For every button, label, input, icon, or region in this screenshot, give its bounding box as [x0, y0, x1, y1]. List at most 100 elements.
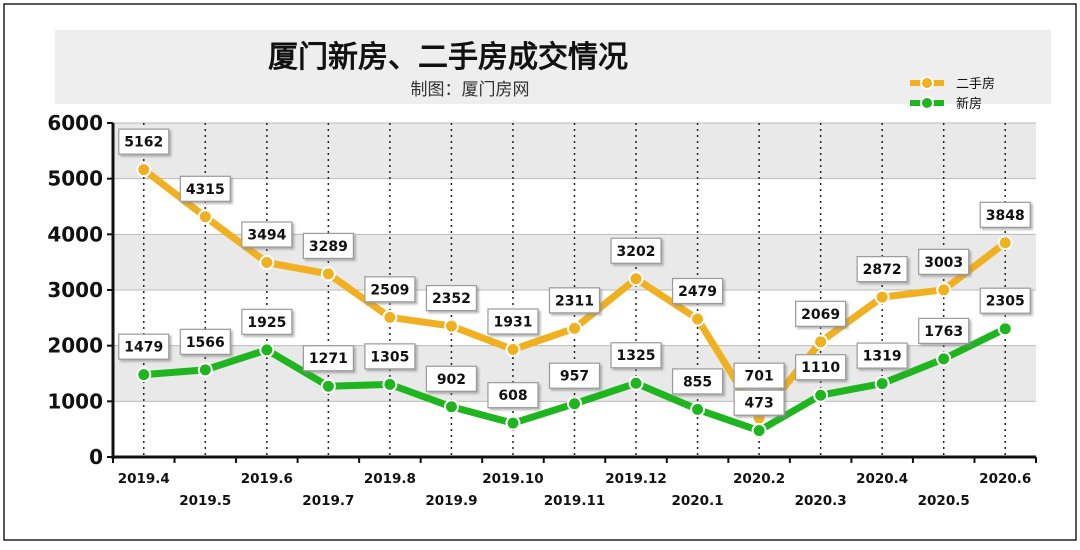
x-tick-label: 2019.5: [179, 493, 231, 509]
y-tick-label: 4000: [47, 222, 103, 246]
data-label-box: [425, 365, 478, 392]
y-tick-label: 6000: [47, 111, 103, 135]
data-label-text: 3202: [617, 244, 656, 260]
data-label-box: [118, 128, 170, 155]
data-label-box: [979, 287, 1031, 314]
x-tick-label: 2020.4: [856, 471, 908, 487]
data-label-text: 4315: [186, 182, 225, 198]
data-label-box: [856, 342, 908, 369]
data-label-text: 473: [744, 396, 773, 412]
data-label-box: [364, 276, 416, 303]
data-label-text: 1763: [924, 324, 963, 340]
data-label: 2479: [671, 277, 724, 305]
chart-subtitle: 制图：厦门房网: [411, 80, 530, 100]
data-label-box: [179, 328, 231, 355]
data-label-box: [487, 308, 539, 335]
data-label: 3848: [979, 201, 1031, 228]
data-label: 1763: [918, 317, 970, 344]
data-label: 1271: [302, 345, 354, 372]
data-point: [567, 320, 582, 336]
axes: 0 1000 2000 3000 4000 5000 6000 2019.4 2019.5 201…: [47, 111, 1037, 509]
data-label-text: 3494: [247, 228, 286, 244]
data-label: 1305: [364, 343, 416, 370]
title-band: [55, 30, 1051, 104]
data-label-box: [671, 368, 724, 395]
data-label-box: [364, 343, 416, 370]
data-label-text: 5162: [124, 135, 163, 151]
x-tick-label: 2019.7: [302, 493, 354, 509]
x-tick-label: 2019.10: [482, 471, 544, 487]
data-label-box: [671, 277, 724, 305]
data-point: [690, 311, 706, 327]
data-label-text: 1479: [124, 340, 163, 356]
data-point: [443, 399, 459, 415]
data-point: [874, 376, 890, 392]
data-label: 2509: [364, 276, 416, 303]
data-label-text: 2305: [986, 294, 1025, 310]
data-label: 473: [733, 389, 785, 416]
x-tick-label: 2019.9: [425, 493, 477, 509]
y-tick-label: 3000: [47, 278, 103, 302]
data-point: [567, 396, 582, 412]
data-label-box: [610, 237, 662, 264]
x-tick-label: 2019.8: [364, 471, 416, 487]
data-label: 1319: [856, 342, 908, 369]
data-label-text: 1110: [801, 360, 840, 376]
data-label: 2872: [856, 256, 908, 283]
data-label: 855: [671, 368, 724, 395]
data-point: [382, 309, 398, 325]
data-label: 5162: [118, 128, 170, 155]
data-label-text: 2311: [555, 293, 594, 309]
data-label-text: 608: [498, 388, 527, 404]
data-label-text: 2872: [863, 262, 902, 278]
legend-marker-second-hand: [920, 76, 934, 90]
data-label: 3202: [610, 237, 662, 264]
data-label: 608: [487, 382, 539, 409]
y-tick-label: 2000: [47, 334, 103, 358]
data-label: 3003: [918, 248, 970, 275]
data-label-text: 2479: [678, 284, 717, 300]
data-label-text: 2069: [801, 307, 840, 323]
data-point: [197, 209, 213, 225]
data-point: [382, 376, 398, 392]
data-point: [136, 162, 152, 178]
data-point: [997, 235, 1013, 251]
data-label-box: [795, 300, 847, 327]
x-tick-label: 2019.11: [544, 493, 606, 509]
data-label-box: [425, 284, 478, 312]
data-point: [813, 334, 829, 350]
x-tick-label: 2019.4: [118, 471, 170, 487]
data-label-box: [487, 382, 539, 409]
data-label: 2311: [548, 287, 601, 314]
data-label-box: [795, 354, 847, 381]
data-label: 1479: [118, 333, 170, 360]
data-point: [628, 375, 644, 391]
data-label-text: 1319: [863, 349, 902, 365]
data-label-box: [241, 221, 293, 248]
data-label-box: [548, 362, 601, 389]
data-label-text: 1925: [247, 315, 286, 331]
data-label-text: 1325: [617, 348, 656, 364]
data-label-box: [302, 232, 354, 260]
data-point: [505, 415, 521, 431]
data-label-box: [302, 345, 354, 372]
data-label-box: [118, 333, 170, 360]
data-label-text: 957: [560, 369, 589, 385]
data-label: 1931: [487, 308, 539, 335]
data-label-text: 902: [437, 372, 466, 388]
data-label-box: [918, 248, 970, 275]
data-label-text: 1931: [493, 315, 532, 331]
data-label: 1110: [795, 354, 847, 381]
data-label: 3289: [302, 232, 354, 260]
data-point: [443, 318, 459, 334]
data-label-text: 3848: [986, 208, 1025, 224]
data-point: [320, 378, 336, 394]
data-label-box: [918, 317, 970, 344]
legend: 二手房 新房: [910, 76, 995, 112]
data-label: 4315: [179, 175, 231, 202]
data-point: [936, 351, 952, 367]
legend-marker-new-home: [920, 96, 934, 110]
x-tick-label: 2020.1: [672, 493, 724, 509]
data-point: [813, 387, 829, 403]
